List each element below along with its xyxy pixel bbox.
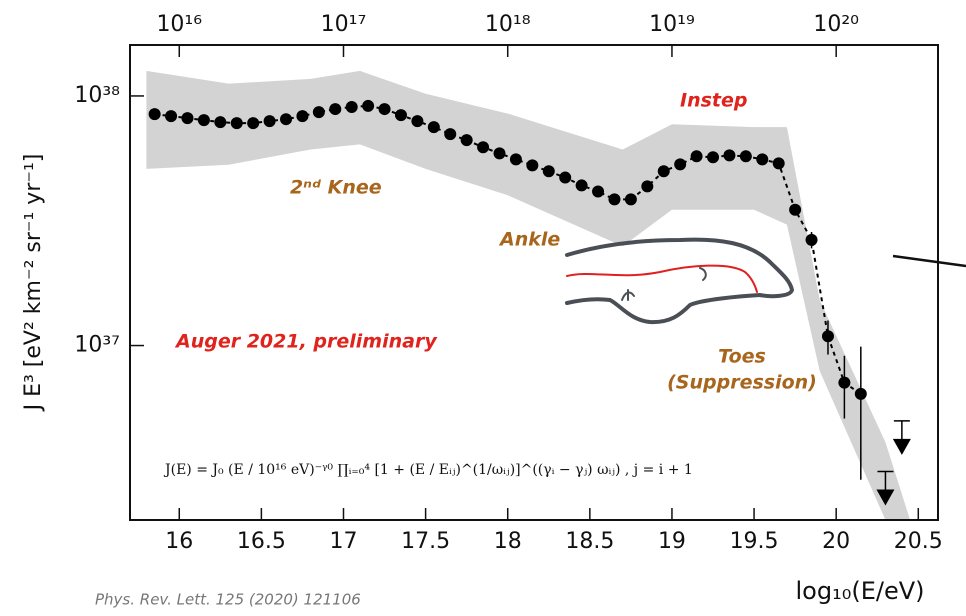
data-point xyxy=(756,153,769,166)
x-tick-label: 20.5 xyxy=(894,529,943,554)
data-point xyxy=(329,103,342,116)
annotation: Ankle xyxy=(498,229,560,251)
data-point xyxy=(624,193,637,206)
x2-tick-label: 10¹⁹ xyxy=(649,12,695,37)
band-layer xyxy=(146,70,911,520)
citation: Phys. Rev. Lett. 125 (2020) 121106 xyxy=(95,591,361,609)
x2-tick-label: 10¹⁶ xyxy=(156,12,202,37)
data-point xyxy=(575,179,588,192)
data-point xyxy=(444,128,457,141)
y-tick-label: 10³⁷ xyxy=(74,333,120,358)
data-point xyxy=(493,147,506,160)
data-point xyxy=(772,157,785,170)
upper-limit-arrow xyxy=(876,489,895,506)
data-point xyxy=(821,330,834,343)
data-point xyxy=(263,115,276,128)
x2-tick-label: 10¹⁷ xyxy=(321,12,367,37)
annotation: (Suppression) xyxy=(667,372,817,394)
data-point xyxy=(592,185,605,198)
data-point xyxy=(641,180,654,193)
upper-limit xyxy=(876,470,895,506)
formula: J(E) = J₀ (E / 10¹⁶ eV)⁻ᵞ⁰ ∏ᵢ₌₀⁴ [1 + (E… xyxy=(163,462,693,478)
data-point xyxy=(739,150,752,163)
data-point xyxy=(296,110,309,123)
foot-inner-line xyxy=(566,264,758,293)
x-tick-label: 16 xyxy=(165,529,193,554)
data-point xyxy=(247,117,260,130)
data-point xyxy=(378,103,391,116)
data-point xyxy=(657,165,670,178)
data-point xyxy=(526,159,539,172)
foot-detail xyxy=(621,289,635,301)
data-point xyxy=(181,112,194,125)
data-point xyxy=(394,109,407,122)
annotation: Auger 2021, preliminary xyxy=(174,331,438,353)
x-tick-label: 17.5 xyxy=(401,529,450,554)
data-point xyxy=(214,116,227,129)
data-point xyxy=(477,141,490,154)
x-tick-label: 19.5 xyxy=(730,529,779,554)
data-point xyxy=(362,99,375,112)
x-tick-label: 19 xyxy=(658,529,686,554)
annotation: Toes xyxy=(718,346,766,368)
data-point xyxy=(789,203,802,216)
data-point xyxy=(559,171,572,184)
data-point xyxy=(854,387,867,400)
x-tick-label: 20 xyxy=(822,529,850,554)
upper-limit-arrow xyxy=(892,438,911,455)
foot-outline xyxy=(565,237,795,325)
systematic-band xyxy=(146,70,911,520)
data-point xyxy=(690,150,703,163)
data-point xyxy=(509,153,522,166)
annotation: 2ⁿᵈ Knee xyxy=(290,177,382,199)
x-tick-label: 16.5 xyxy=(237,529,286,554)
data-point xyxy=(707,151,720,164)
data-layer xyxy=(148,99,911,506)
data-point xyxy=(723,149,736,162)
data-point xyxy=(460,134,473,147)
data-point xyxy=(165,110,178,123)
pointer-line xyxy=(892,254,966,268)
data-point xyxy=(838,376,851,389)
x-tick-label: 17 xyxy=(329,529,357,554)
data-point xyxy=(312,106,325,119)
data-point xyxy=(427,121,440,134)
x2-tick-label: 10¹⁸ xyxy=(485,12,531,37)
upper-limit xyxy=(892,420,911,455)
data-point xyxy=(805,233,818,246)
x-axis-label: log₁₀(E/eV) xyxy=(796,577,925,605)
annotation: Instep xyxy=(680,90,747,112)
plot-frame xyxy=(129,44,939,521)
foot-sketch xyxy=(565,237,795,325)
x-tick-label: 18 xyxy=(494,529,522,554)
data-point xyxy=(197,114,210,127)
data-point xyxy=(345,101,358,114)
x2-tick-label: 10²⁰ xyxy=(813,12,859,37)
data-point xyxy=(280,113,293,126)
data-point xyxy=(674,158,687,171)
foot-detail xyxy=(699,267,707,281)
x-tick-label: 18.5 xyxy=(565,529,614,554)
data-point xyxy=(230,117,243,130)
y-tick-label: 10³⁸ xyxy=(74,83,120,108)
data-point xyxy=(608,193,621,206)
data-point xyxy=(411,115,424,128)
y-axis-label: J E³ [eV² km⁻² sr⁻¹ yr⁻¹] xyxy=(21,154,46,413)
data-point xyxy=(542,165,555,178)
data-point xyxy=(148,108,161,121)
